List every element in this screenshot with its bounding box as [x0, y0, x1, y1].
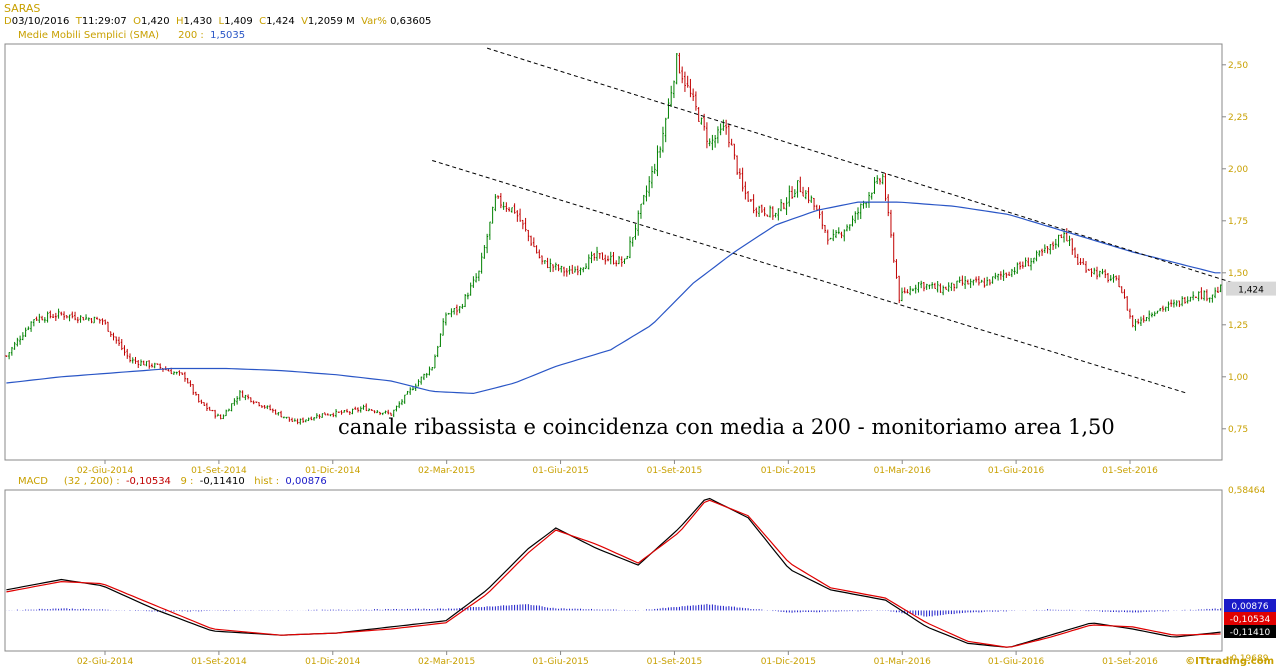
macd-xtick-label: 01-Mar-2016: [874, 657, 932, 667]
sma-200-line: [6, 201, 1221, 395]
price-ytick-label: 1,75: [1228, 217, 1248, 227]
ohlc-readout: D03/10/2016 T11:29:07 O1,420 H1,430 L1,4…: [4, 16, 432, 27]
price-xtick-label: 01-Set-2014: [191, 466, 247, 476]
macd-panel: 0,58464 -0,19689 02-Giu-2014 01-Set-2014 01-…: [4, 486, 1276, 667]
macd-xtick-label: 01-Set-2015: [647, 657, 703, 667]
price-xtick-label: 01-Set-2016: [1102, 466, 1158, 476]
macd-legend: MACD (32 , 200) : -0,10534 9 : -0,11410 …: [18, 476, 327, 487]
signal-value-box: [1224, 625, 1276, 638]
macd-plot-frame: [4, 489, 1223, 652]
macd-ytick-label: -0,19689: [1228, 654, 1269, 664]
macd-value-box: [1224, 612, 1276, 625]
macd-xtick-label: 01-Set-2016: [1102, 657, 1158, 667]
signal-line: [6, 499, 1221, 648]
macd-ytick-label: 0,58464: [1228, 486, 1265, 496]
price-ytick-label: 2,50: [1228, 61, 1248, 71]
symbol-title: SARAS: [4, 2, 41, 15]
macd-hist-value-box-label: 0,00876: [1231, 602, 1268, 612]
sma-legend: Medie Mobili Semplici (SMA) 200 : 1,5035: [18, 30, 246, 41]
channel-lower-line: [432, 160, 1188, 394]
chart-annotation: canale ribassista e coincidenza con medi…: [338, 415, 1115, 439]
macd-xtick-label: 02-Giu-2014: [77, 657, 134, 667]
price-ytick-label: 0,75: [1228, 425, 1248, 435]
channel-upper-line: [486, 47, 1235, 284]
price-ytick-label: 1,25: [1228, 321, 1248, 331]
price-ytick-label: 2,25: [1228, 113, 1248, 123]
price-ytick-label: 1,00: [1228, 373, 1248, 383]
price-panel: 2,50 2,25 2,00 1,75 1,50 1,25 1,00 0,75 02-Giu-2…: [4, 43, 1276, 476]
price-xtick-label: 01-Giu-2015: [532, 466, 588, 476]
macd-xtick-label: 01-Set-2014: [191, 657, 247, 667]
price-xtick-label: 02-Mar-2015: [418, 466, 475, 476]
price-xtick-label: 01-Dic-2015: [761, 466, 816, 476]
price-xtick-label: 01-Set-2015: [647, 466, 703, 476]
price-xtick-label: 02-Giu-2014: [77, 466, 134, 476]
macd-xtick-label: 01-Dic-2015: [761, 657, 816, 667]
macd-xtick-label: 01-Dic-2014: [305, 657, 361, 667]
price-ytick-label: 1,50: [1228, 269, 1248, 279]
macd-value-box-label: -0,10534: [1230, 615, 1271, 625]
macd-xtick-label: 01-Giu-2015: [532, 657, 588, 667]
last-value-label: 1,424: [1238, 286, 1264, 296]
macd-xtick-label: 01-Giu-2016: [988, 657, 1045, 667]
price-xtick-label: 01-Giu-2016: [988, 466, 1045, 476]
macd-xtick-label: 02-Mar-2015: [418, 657, 475, 667]
last-value-box: [1226, 281, 1276, 296]
price-xtick-label: 01-Dic-2014: [305, 466, 361, 476]
macd-hist-value-box: [1224, 599, 1276, 612]
signal-value-box-label: -0,11410: [1230, 628, 1271, 638]
price-xtick-label: 01-Mar-2016: [874, 466, 932, 476]
watermark: ©ITtrading.com: [1185, 656, 1274, 667]
price-ytick-label: 2,00: [1228, 165, 1248, 175]
